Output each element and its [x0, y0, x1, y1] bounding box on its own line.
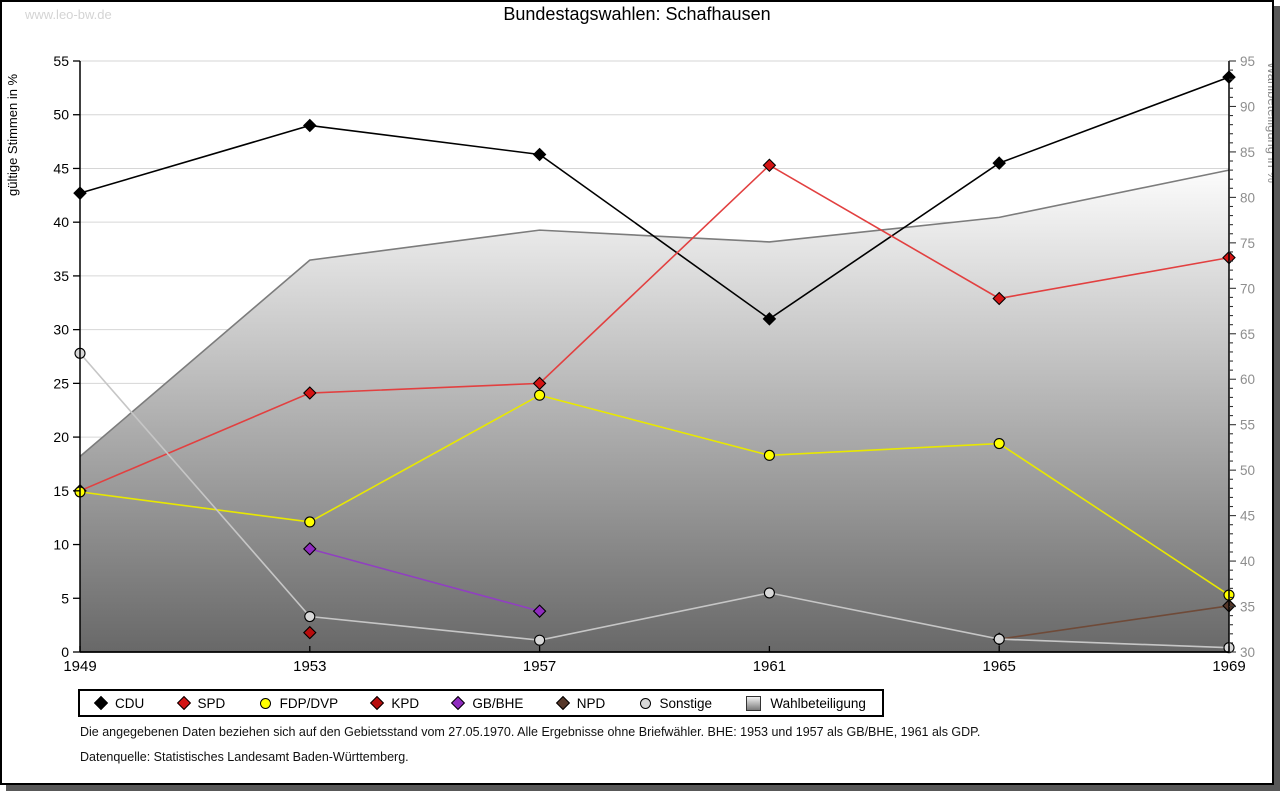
- footnote-2: Datenquelle: Statistisches Landesamt Bad…: [80, 750, 409, 764]
- marker-sonstige-1965: [993, 633, 1005, 645]
- series-line-sonstige: [79, 352, 1230, 649]
- series-line-npd: [999, 605, 1230, 640]
- right-tick-label: 35: [1240, 600, 1255, 615]
- left-tick-label: 10: [53, 537, 69, 553]
- right-tick-label: 65: [1240, 327, 1255, 342]
- right-tick-label: 30: [1240, 645, 1255, 660]
- legend: CDU SPD FDP/DVP KPD GB/BHE NPD Sonstige Wahlbet…: [78, 689, 884, 717]
- legend-item-fdp-dvp: FDP/DVP: [259, 695, 339, 711]
- left-tick-label: 15: [53, 483, 69, 499]
- legend-label: NPD: [576, 695, 606, 711]
- marker-spd-1961: [762, 158, 777, 173]
- legend-label: CDU: [115, 695, 145, 711]
- marker-fdp-dvp-1953: [304, 516, 316, 528]
- legend-item-spd: SPD: [176, 695, 226, 711]
- legend-label: SPD: [197, 695, 226, 711]
- diamond-marker-icon: [176, 695, 191, 711]
- diamond-marker-icon: [555, 695, 570, 711]
- right-tick-label: 80: [1240, 190, 1255, 205]
- diamond-marker-icon: [93, 695, 109, 711]
- legend-item-sonstige: Sonstige: [639, 695, 713, 711]
- marker-fdp-dvp-1965: [993, 437, 1005, 450]
- right-tick-label: 50: [1240, 463, 1255, 478]
- circle-marker-icon: [639, 697, 651, 709]
- legend-item-npd: NPD: [555, 695, 606, 711]
- footnote-1: Die angegebenen Daten beziehen sich auf …: [80, 725, 981, 739]
- right-tick-label: 55: [1240, 418, 1255, 433]
- x-tick-label: 1965: [983, 658, 1016, 675]
- marker-cdu-1965: [992, 156, 1006, 170]
- diamond-marker-icon: [451, 695, 466, 711]
- left-tick-label: 25: [53, 375, 69, 391]
- square-marker-icon: [746, 695, 762, 711]
- series-line-cdu: [79, 76, 1230, 320]
- right-tick-label: 95: [1240, 54, 1255, 69]
- x-tick-label: 1953: [293, 658, 326, 675]
- marker-cdu-1953: [303, 118, 317, 133]
- frame-shadow-right: [1274, 6, 1280, 791]
- marker-fdp-dvp-1957: [534, 389, 546, 401]
- x-tick-label: 1969: [1212, 658, 1245, 675]
- x-tick-label: 1949: [63, 658, 96, 675]
- x-tick-label: 1957: [523, 658, 556, 675]
- left-tick-label: 0: [61, 644, 69, 660]
- right-tick-label: 40: [1240, 554, 1255, 569]
- legend-item-gb-bhe: GB/BHE: [451, 695, 524, 711]
- left-tick-label: 35: [53, 268, 69, 284]
- watermark: www.leo-bw.de: [25, 7, 112, 22]
- legend-label: Wahlbeteiligung: [770, 695, 866, 711]
- page-title: Bundestagswahlen: Schafhausen: [503, 4, 771, 24]
- marker-gb-bhe-1953: [303, 542, 317, 556]
- marker-spd-1953: [303, 386, 317, 400]
- left-tick-label: 55: [53, 53, 69, 69]
- left-tick-label: 45: [53, 160, 69, 176]
- marker-spd-1965: [992, 291, 1006, 306]
- x-tick-label: 1961: [753, 658, 786, 675]
- right-tick-label: 85: [1240, 145, 1255, 160]
- right-tick-label: 45: [1240, 509, 1255, 524]
- marker-spd-1957: [532, 376, 547, 391]
- legend-label: Sonstige: [659, 695, 713, 711]
- left-tick-label: 50: [53, 107, 69, 123]
- marker-gb-bhe-1957: [532, 604, 547, 618]
- marker-cdu-1961: [762, 312, 777, 326]
- series-line-spd: [79, 164, 1230, 492]
- series-line-gb-bhe: [309, 548, 540, 612]
- left-tick-label: 5: [61, 590, 69, 606]
- marker-sonstige-1961: [763, 587, 775, 599]
- marker-sonstige-1953: [304, 610, 316, 623]
- marker-cdu-1957: [532, 147, 547, 162]
- marker-fdp-dvp-1961: [763, 449, 775, 461]
- right-tick-label: 70: [1240, 281, 1255, 296]
- left-tick-label: 20: [53, 429, 69, 445]
- marker-kpd-1953: [303, 625, 317, 640]
- legend-label: KPD: [391, 695, 420, 711]
- left-tick-label: 40: [53, 214, 69, 230]
- legend-item-wahlbeteiligung: Wahlbeteiligung: [746, 695, 866, 711]
- legend-label: FDP/DVP: [279, 695, 339, 711]
- frame-shadow-bottom: [6, 785, 1274, 791]
- left-axis-title: gültige Stimmen in %: [5, 73, 20, 196]
- legend-label: GB/BHE: [472, 695, 524, 711]
- right-tick-label: 75: [1240, 236, 1255, 251]
- right-tick-label: 90: [1240, 99, 1255, 114]
- diamond-marker-icon: [370, 695, 385, 711]
- legend-item-cdu: CDU: [93, 695, 145, 711]
- marker-sonstige-1957: [534, 634, 546, 646]
- right-tick-label: 60: [1240, 372, 1255, 387]
- circle-marker-icon: [259, 697, 271, 709]
- series-line-fdp-dvp: [79, 394, 1230, 596]
- area-wahlbeteiligung: [80, 170, 1229, 652]
- left-tick-label: 30: [53, 322, 69, 338]
- legend-item-kpd: KPD: [370, 695, 420, 711]
